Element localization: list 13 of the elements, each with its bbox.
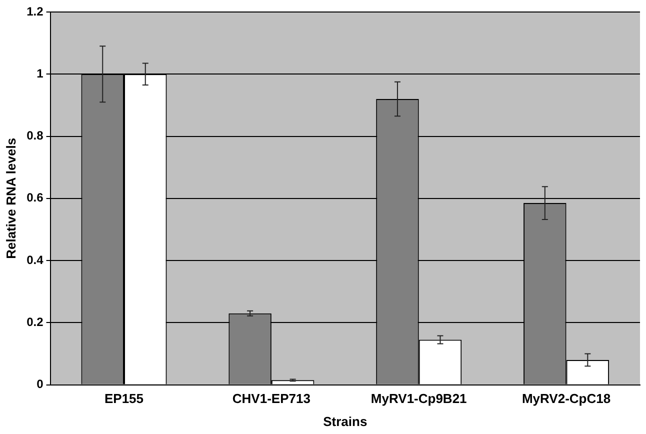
y-tick-label: 0.2 [26, 314, 44, 329]
x-tick-label: CHV1-EP713 [232, 391, 310, 406]
x-axis-title: Strains [323, 414, 368, 429]
x-tick-label: EP155 [104, 391, 144, 406]
x-tick-label: MyRV2-CpC18 [522, 391, 611, 406]
y-axis-title: Relative RNA levels [3, 138, 18, 259]
y-tick-label: 1.2 [26, 4, 44, 18]
y-tick-label: 0 [36, 377, 44, 392]
y-tick-label: 0.6 [26, 190, 44, 205]
x-tick-label: MyRV1-Cp9B21 [370, 391, 467, 406]
y-tick-label: 1 [36, 66, 44, 80]
y-tick-label: 0.4 [26, 252, 44, 267]
y-tick-label: 0.8 [26, 128, 44, 143]
